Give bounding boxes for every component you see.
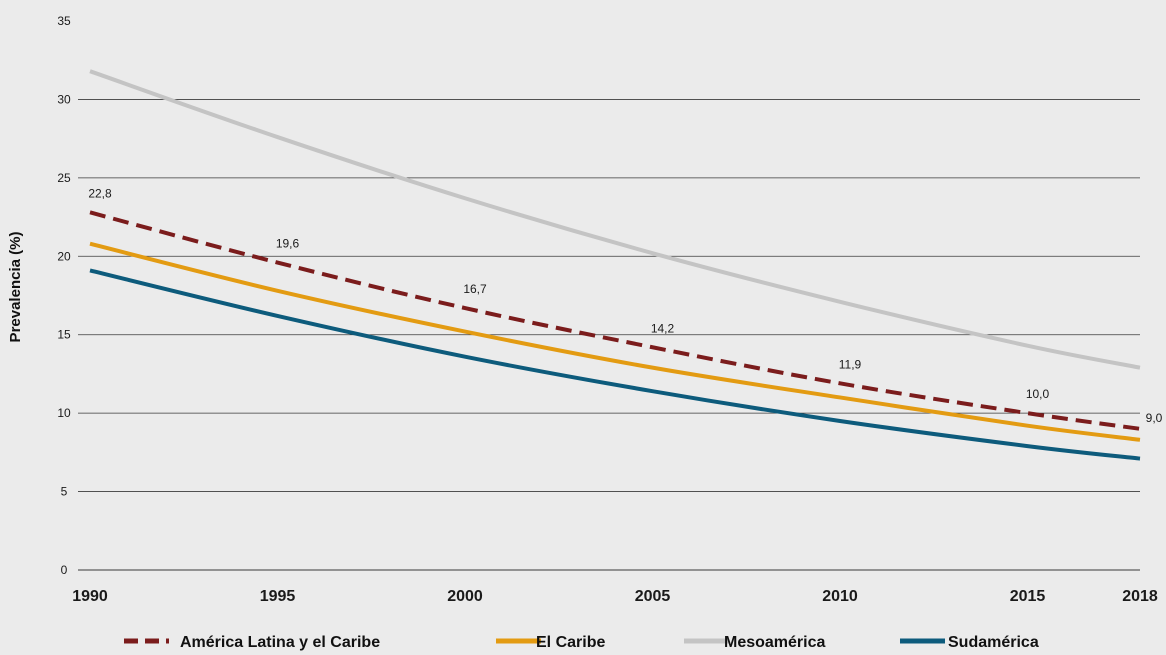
data-label: 11,9 <box>839 357 862 371</box>
y-tick-label: 20 <box>57 249 71 263</box>
x-tick-label: 2015 <box>1010 588 1046 605</box>
legend-label: El Caribe <box>536 634 605 651</box>
y-tick-label: 0 <box>61 563 68 577</box>
data-label: 19,6 <box>276 237 300 251</box>
legend-label: Sudamérica <box>948 634 1039 651</box>
series-line-2 <box>89 69 1141 370</box>
series-line-0 <box>89 210 1141 431</box>
y-axis-ticks: 0 5 10 15 20 25 30 35 <box>57 14 71 577</box>
data-label: 22,8 <box>88 186 112 200</box>
x-tick-label: 2000 <box>447 588 483 605</box>
x-tick-label: 1995 <box>260 588 296 605</box>
y-tick-label: 15 <box>57 328 71 342</box>
y-tick-label: 25 <box>57 171 71 185</box>
x-tick-label: 2018 <box>1122 588 1158 605</box>
legend: América Latina y el Caribe El Caribe Mesoa… <box>124 634 1039 651</box>
series-line-3 <box>89 268 1141 461</box>
x-tick-label: 1990 <box>72 588 108 605</box>
data-label: 9,0 <box>1146 411 1163 425</box>
legend-label: Mesoamérica <box>724 634 825 651</box>
y-tick-label: 5 <box>61 485 68 499</box>
data-labels: 22,8 19,6 16,7 14,2 11,9 10,0 9,0 <box>88 186 1162 424</box>
y-tick-label: 10 <box>57 406 71 420</box>
series-lines <box>89 69 1141 461</box>
x-tick-label: 2010 <box>822 588 858 605</box>
series-line-1 <box>89 241 1141 442</box>
legend-label: América Latina y el Caribe <box>180 634 380 651</box>
data-label: 16,7 <box>463 282 487 296</box>
y-tick-label: 35 <box>57 14 71 28</box>
x-axis-ticks: 1990 1995 2000 2005 2010 2015 2018 <box>72 588 1158 605</box>
y-tick-label: 30 <box>57 92 71 106</box>
data-label: 10,0 <box>1026 387 1050 401</box>
y-axis-label: Prevalencia (%) <box>7 232 24 343</box>
x-tick-label: 2005 <box>635 588 671 605</box>
data-label: 14,2 <box>651 321 675 335</box>
